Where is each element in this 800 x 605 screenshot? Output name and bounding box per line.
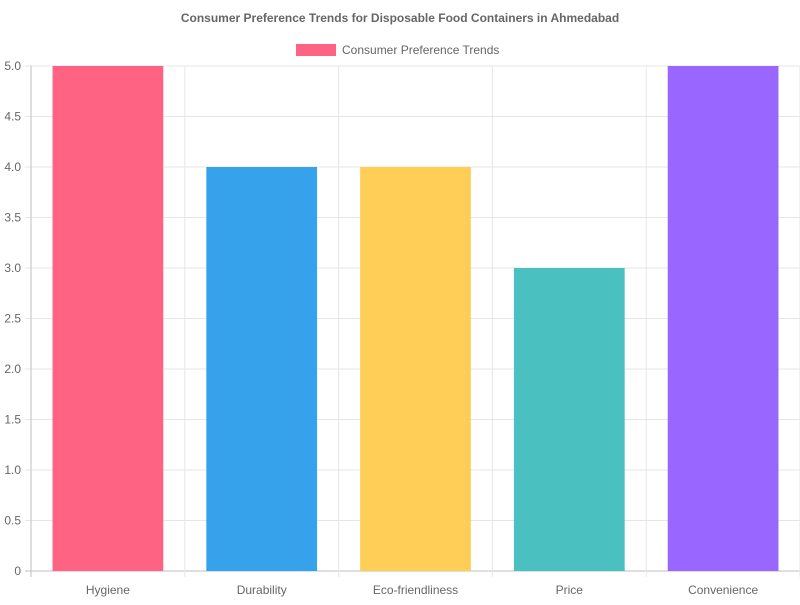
y-tick-label: 3.5 (4, 211, 21, 225)
x-axis: Hygiene Durability Eco-friendliness Price Co… (86, 583, 759, 597)
x-tick-label: Durability (237, 583, 287, 597)
x-tick-label: Hygiene (86, 583, 130, 597)
y-tick-label: 5.0 (4, 59, 21, 73)
legend-label: Consumer Preference Trends (342, 43, 499, 57)
x-tick-label: Eco-friendliness (373, 583, 458, 597)
x-tick-label: Convenience (688, 583, 758, 597)
y-tick-label: 3.0 (4, 261, 21, 275)
y-tick-label: 4.5 (4, 110, 21, 124)
y-tick-label: 0 (14, 564, 21, 578)
chart-title: Consumer Preference Trends for Disposabl… (181, 11, 619, 25)
y-tick-label: 0.5 (4, 514, 21, 528)
y-axis: 0 0.5 1.0 1.5 2.0 2.5 3.0 3.5 4.0 4.5 5.0 (4, 59, 21, 578)
legend-swatch (296, 44, 336, 56)
y-tick-label: 2.5 (4, 312, 21, 326)
bar-eco-friendliness[interactable] (360, 167, 471, 571)
y-tick-label: 2.0 (4, 362, 21, 376)
y-tick-label: 1.0 (4, 463, 21, 477)
bars (52, 66, 779, 571)
bar-hygiene[interactable] (52, 66, 164, 571)
y-tick-label: 4.0 (4, 160, 21, 174)
bar-convenience[interactable] (667, 66, 779, 571)
legend[interactable]: Consumer Preference Trends (296, 43, 499, 57)
bar-price[interactable] (513, 268, 625, 571)
x-tick-label: Price (556, 583, 584, 597)
bar-durability[interactable] (206, 167, 318, 571)
y-tick-label: 1.5 (4, 413, 21, 427)
